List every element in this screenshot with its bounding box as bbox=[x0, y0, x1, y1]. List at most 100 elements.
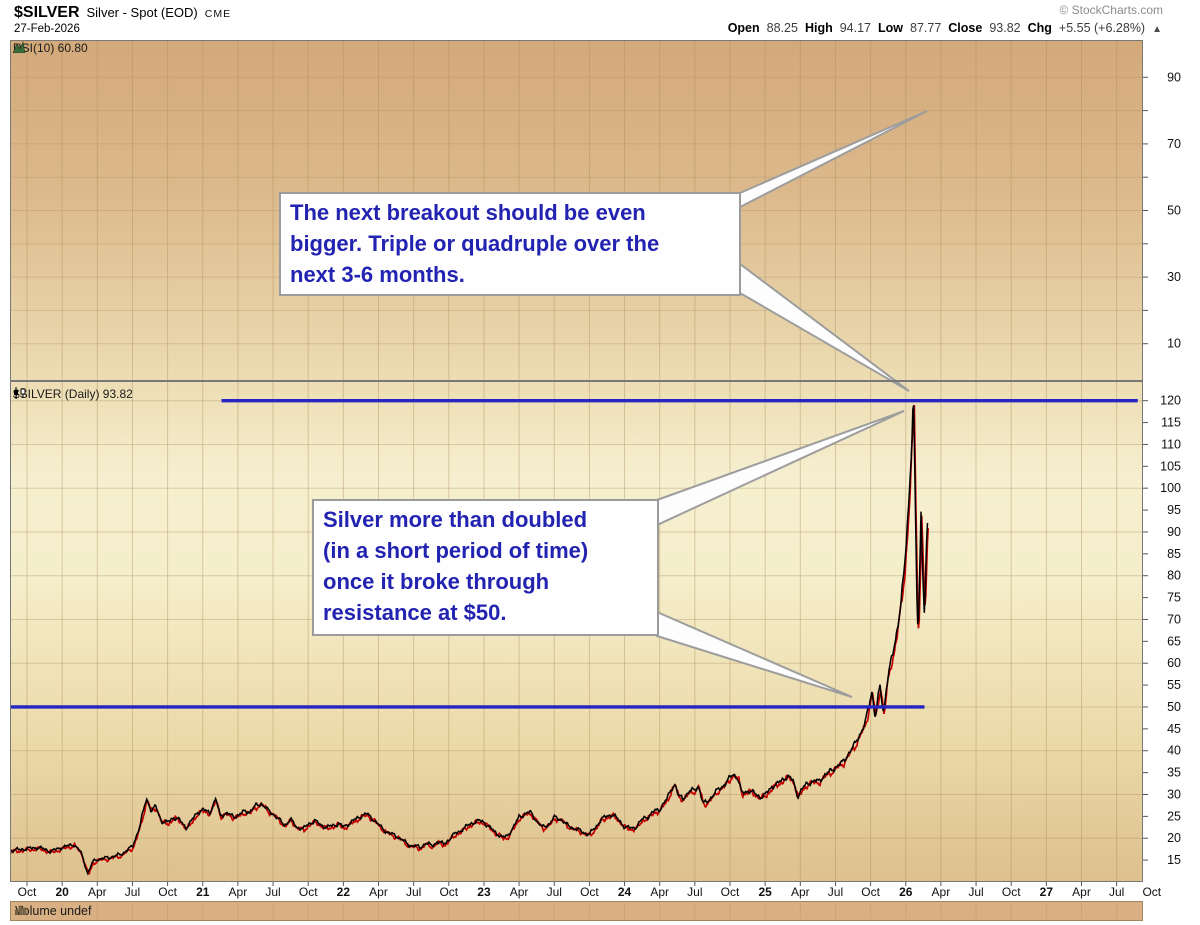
volume-label-text: Volume undef bbox=[15, 904, 92, 918]
x-axis-label: Jul bbox=[265, 885, 280, 899]
volume-bars-icon bbox=[15, 905, 27, 915]
candlestick-icon bbox=[14, 387, 26, 399]
x-axis-label: Oct bbox=[439, 885, 458, 899]
x-axis-label: 23 bbox=[477, 885, 491, 899]
callout-silver-doubled: Silver more than doubled (in a short per… bbox=[312, 499, 659, 636]
rsi-panel-label: RSI(10) 60.80 bbox=[13, 41, 88, 55]
high-value: 94.17 bbox=[839, 21, 871, 35]
open-value: 88.25 bbox=[766, 21, 798, 35]
rsi-axis-label: 30 bbox=[1167, 270, 1181, 284]
x-axis-label: 22 bbox=[337, 885, 351, 899]
ohlc-quote-bar: Open 88.25 High 94.17 Low 87.77 Close 93… bbox=[728, 21, 1162, 35]
x-axis-label: Jul bbox=[687, 885, 702, 899]
x-axis-label: Oct bbox=[299, 885, 318, 899]
x-axis-label: 24 bbox=[618, 885, 632, 899]
close-value: 93.82 bbox=[989, 21, 1021, 35]
x-axis-label: 21 bbox=[196, 885, 210, 899]
x-axis-label: Oct bbox=[158, 885, 177, 899]
price-panel-label: $SILVER (Daily) 93.82 bbox=[13, 387, 133, 401]
low-value: 87.77 bbox=[910, 21, 942, 35]
x-axis-label: Oct bbox=[1142, 885, 1161, 899]
price-panel-border bbox=[10, 381, 1143, 882]
rsi-axis-label: 50 bbox=[1167, 204, 1181, 218]
x-axis-label: Jul bbox=[547, 885, 562, 899]
x-axis-label: Apr bbox=[88, 885, 107, 899]
x-axis-label: Apr bbox=[650, 885, 669, 899]
x-axis-label: 20 bbox=[55, 885, 69, 899]
price-axis-label: 105 bbox=[1160, 459, 1181, 473]
rsi-axis-label: 10 bbox=[1167, 337, 1181, 351]
price-axis-label: 45 bbox=[1167, 722, 1181, 736]
x-axis-label: 26 bbox=[899, 885, 913, 899]
callout1-line3: next 3-6 months. bbox=[290, 262, 465, 287]
copyright-label: © StockCharts.com bbox=[1059, 3, 1163, 17]
panels-background bbox=[10, 40, 1143, 882]
chart-header: $SILVER Silver - Spot (EOD) CME bbox=[14, 4, 231, 22]
callout2-line3: once it broke through bbox=[323, 569, 550, 594]
rsi-panel-border bbox=[10, 40, 1143, 381]
x-axis-label: 25 bbox=[758, 885, 772, 899]
price-axis-label: 50 bbox=[1167, 700, 1181, 714]
price-label-text: $SILVER (Daily) 93.82 bbox=[13, 387, 133, 401]
chart-date: 27-Feb-2026 bbox=[14, 23, 80, 35]
x-axis-label: Apr bbox=[791, 885, 810, 899]
chg-value: +5.55 (+6.28%) bbox=[1058, 21, 1146, 35]
exchange-label: CME bbox=[204, 8, 232, 20]
high-label: High bbox=[804, 21, 833, 35]
close-label: Close bbox=[948, 21, 983, 35]
price-axis-label: 75 bbox=[1167, 591, 1181, 605]
price-axis-label: 120 bbox=[1160, 394, 1181, 408]
price-axis-label: 40 bbox=[1167, 744, 1181, 758]
callout2-line1: Silver more than doubled bbox=[323, 507, 588, 532]
price-axis-label: 95 bbox=[1167, 503, 1181, 517]
x-axis-label: Jul bbox=[406, 885, 421, 899]
price-line-black bbox=[11, 405, 929, 876]
callout2-line4: resistance at $50. bbox=[323, 600, 507, 625]
x-axis-label: Apr bbox=[510, 885, 529, 899]
price-axis-label: 60 bbox=[1167, 656, 1181, 670]
volume-strip bbox=[10, 901, 1143, 921]
price-axis-label: 35 bbox=[1167, 766, 1181, 780]
rsi-axis-label: 70 bbox=[1167, 137, 1181, 151]
symbol-label: $SILVER bbox=[14, 4, 80, 21]
x-axis-label: Oct bbox=[861, 885, 880, 899]
x-axis-label: 27 bbox=[1040, 885, 1054, 899]
rsi-axis-label: 90 bbox=[1167, 70, 1181, 84]
price-axis-label: 30 bbox=[1167, 787, 1181, 801]
x-axis-label: Oct bbox=[1002, 885, 1021, 899]
x-axis-label: Apr bbox=[1072, 885, 1091, 899]
up-arrow-icon: ▲ bbox=[1152, 24, 1162, 35]
x-axis-label: Apr bbox=[369, 885, 388, 899]
price-axis-label: 100 bbox=[1160, 481, 1181, 495]
x-axis-label: Oct bbox=[18, 885, 37, 899]
price-axis-label: 80 bbox=[1167, 569, 1181, 583]
rsi-indicator-icon bbox=[13, 41, 25, 53]
x-axis-label: Oct bbox=[580, 885, 599, 899]
price-axis-label: 90 bbox=[1167, 525, 1181, 539]
x-axis-label: Apr bbox=[229, 885, 248, 899]
price-axis-label: 115 bbox=[1161, 416, 1181, 430]
symbol-name: Silver - Spot (EOD) bbox=[86, 5, 198, 20]
volume-panel-label: Volume undef bbox=[15, 904, 91, 918]
price-axis-label: 20 bbox=[1167, 831, 1181, 845]
price-axis-label: 25 bbox=[1167, 809, 1181, 823]
rsi-label-text: RSI(10) 60.80 bbox=[13, 41, 88, 55]
x-axis-label: Jul bbox=[828, 885, 843, 899]
x-axis-label: Apr bbox=[932, 885, 951, 899]
open-label: Open bbox=[727, 21, 760, 35]
callout2-line2: (in a short period of time) bbox=[323, 538, 589, 563]
callout1-line1: The next breakout should be even bbox=[290, 200, 646, 225]
price-axis-label: 85 bbox=[1167, 547, 1181, 561]
price-axis-label: 15 bbox=[1167, 853, 1181, 867]
x-axis-label: Jul bbox=[968, 885, 983, 899]
low-label: Low bbox=[878, 21, 903, 35]
price-axis-label: 65 bbox=[1167, 634, 1181, 648]
price-axis-label: 110 bbox=[1161, 437, 1181, 451]
x-axis-label: Oct bbox=[721, 885, 740, 899]
x-axis-label: Jul bbox=[1109, 885, 1124, 899]
price-axis-label: 70 bbox=[1167, 612, 1181, 626]
x-axis-label: Jul bbox=[125, 885, 140, 899]
callout-next-breakout: The next breakout should be even bigger.… bbox=[279, 192, 741, 296]
